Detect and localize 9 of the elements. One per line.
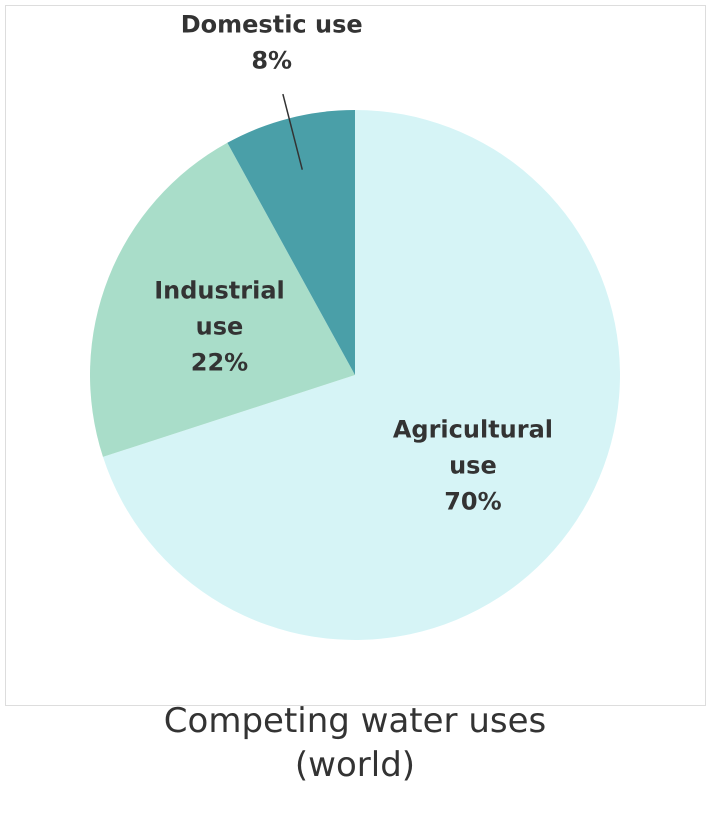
slice-label: Agricultural use	[392, 416, 553, 480]
slice-label: Industrial use	[154, 276, 285, 340]
data-label: 8%	[251, 46, 292, 75]
text: Competing water uses (world)	[164, 701, 546, 785]
pie-slice	[102, 110, 620, 640]
slice-label: Domestic use	[180, 10, 363, 39]
data-label: 70%	[444, 488, 502, 516]
data-label: 22%	[190, 348, 248, 376]
pie-slice	[90, 142, 355, 457]
